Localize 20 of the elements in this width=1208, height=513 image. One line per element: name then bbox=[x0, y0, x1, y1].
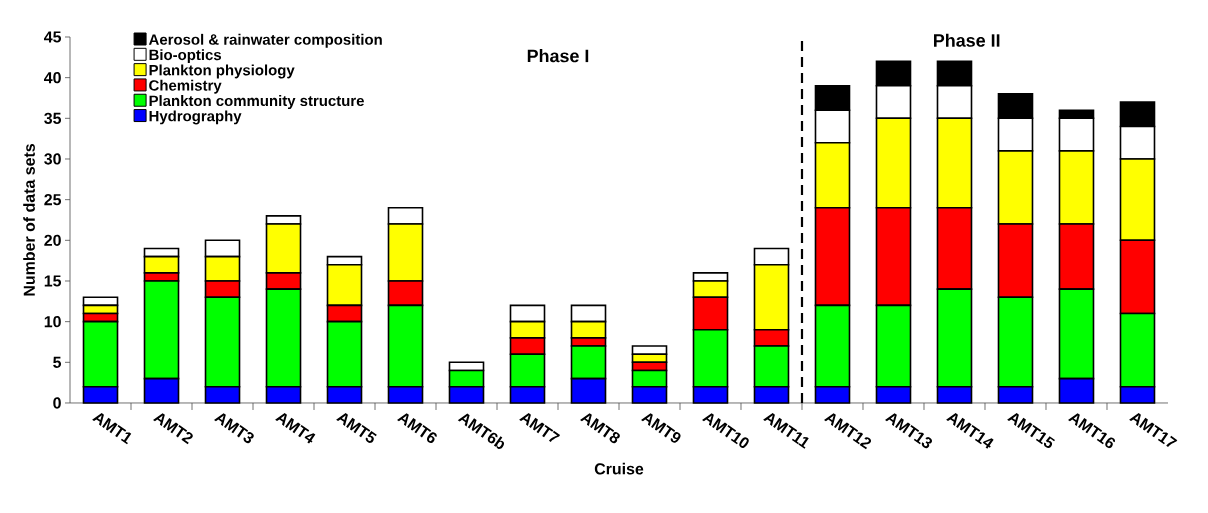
y-tick-label: 20 bbox=[44, 234, 61, 246]
y-tick-label: 10 bbox=[44, 316, 61, 328]
x-axis-title: Cruise bbox=[594, 462, 644, 475]
y-tick-label: 40 bbox=[43, 72, 61, 84]
y-tick-label: 45 bbox=[43, 31, 62, 43]
y-tick-label: 0 bbox=[53, 397, 61, 409]
annotation: Phase I bbox=[527, 49, 589, 63]
legend-label: Plankton community structure bbox=[149, 95, 364, 110]
y-tick-label: 15 bbox=[44, 275, 62, 287]
y-tick-label: 25 bbox=[44, 194, 62, 206]
y-axis-title: Number of data sets bbox=[23, 144, 35, 296]
legend-label: Plankton physiology bbox=[149, 64, 295, 79]
y-tick-label: 30 bbox=[44, 153, 61, 165]
legend-label: Aerosol & rainwater composition bbox=[148, 33, 382, 48]
annotation: Phase II bbox=[934, 33, 1000, 47]
y-tick-label: 35 bbox=[44, 112, 62, 124]
y-tick-label: 5 bbox=[53, 356, 62, 368]
legend-label: Chemistry bbox=[149, 79, 222, 94]
legend-label: Bio-optics bbox=[149, 49, 222, 64]
legend-label: Hydrography bbox=[149, 110, 242, 125]
